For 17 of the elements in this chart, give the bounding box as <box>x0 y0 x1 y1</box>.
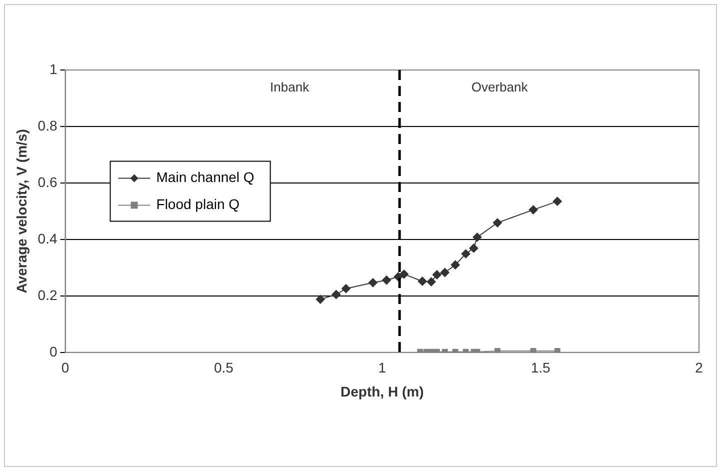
y-tick-label: 0 <box>49 343 58 360</box>
x-tick-label: 0 <box>61 360 70 376</box>
y-tick-label: 0.8 <box>38 117 58 134</box>
legend-label: Flood plain Q <box>156 196 240 212</box>
y-tick-label: 1 <box>49 60 58 77</box>
annotation: Overbank <box>471 80 528 95</box>
y-axis-title: Average velocity, V (m/s) <box>13 129 30 294</box>
x-axis-title: Depth, H (m) <box>340 383 424 400</box>
y-tick-label: 0.6 <box>38 174 58 190</box>
x-tick-label: 0.5 <box>214 360 234 376</box>
x-tick-label: 1 <box>378 360 386 376</box>
annotation: Inbank <box>270 80 310 95</box>
y-tick-label: 0.4 <box>38 230 58 246</box>
x-tick-label: 1.5 <box>530 360 551 376</box>
y-tick-label: 0.2 <box>38 286 58 303</box>
x-tick-label: 2 <box>695 360 704 376</box>
legend-label: Main channel Q <box>156 169 254 186</box>
